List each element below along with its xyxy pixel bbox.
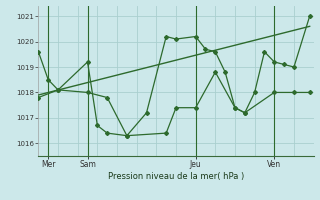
X-axis label: Pression niveau de la mer( hPa ): Pression niveau de la mer( hPa ) — [108, 172, 244, 181]
